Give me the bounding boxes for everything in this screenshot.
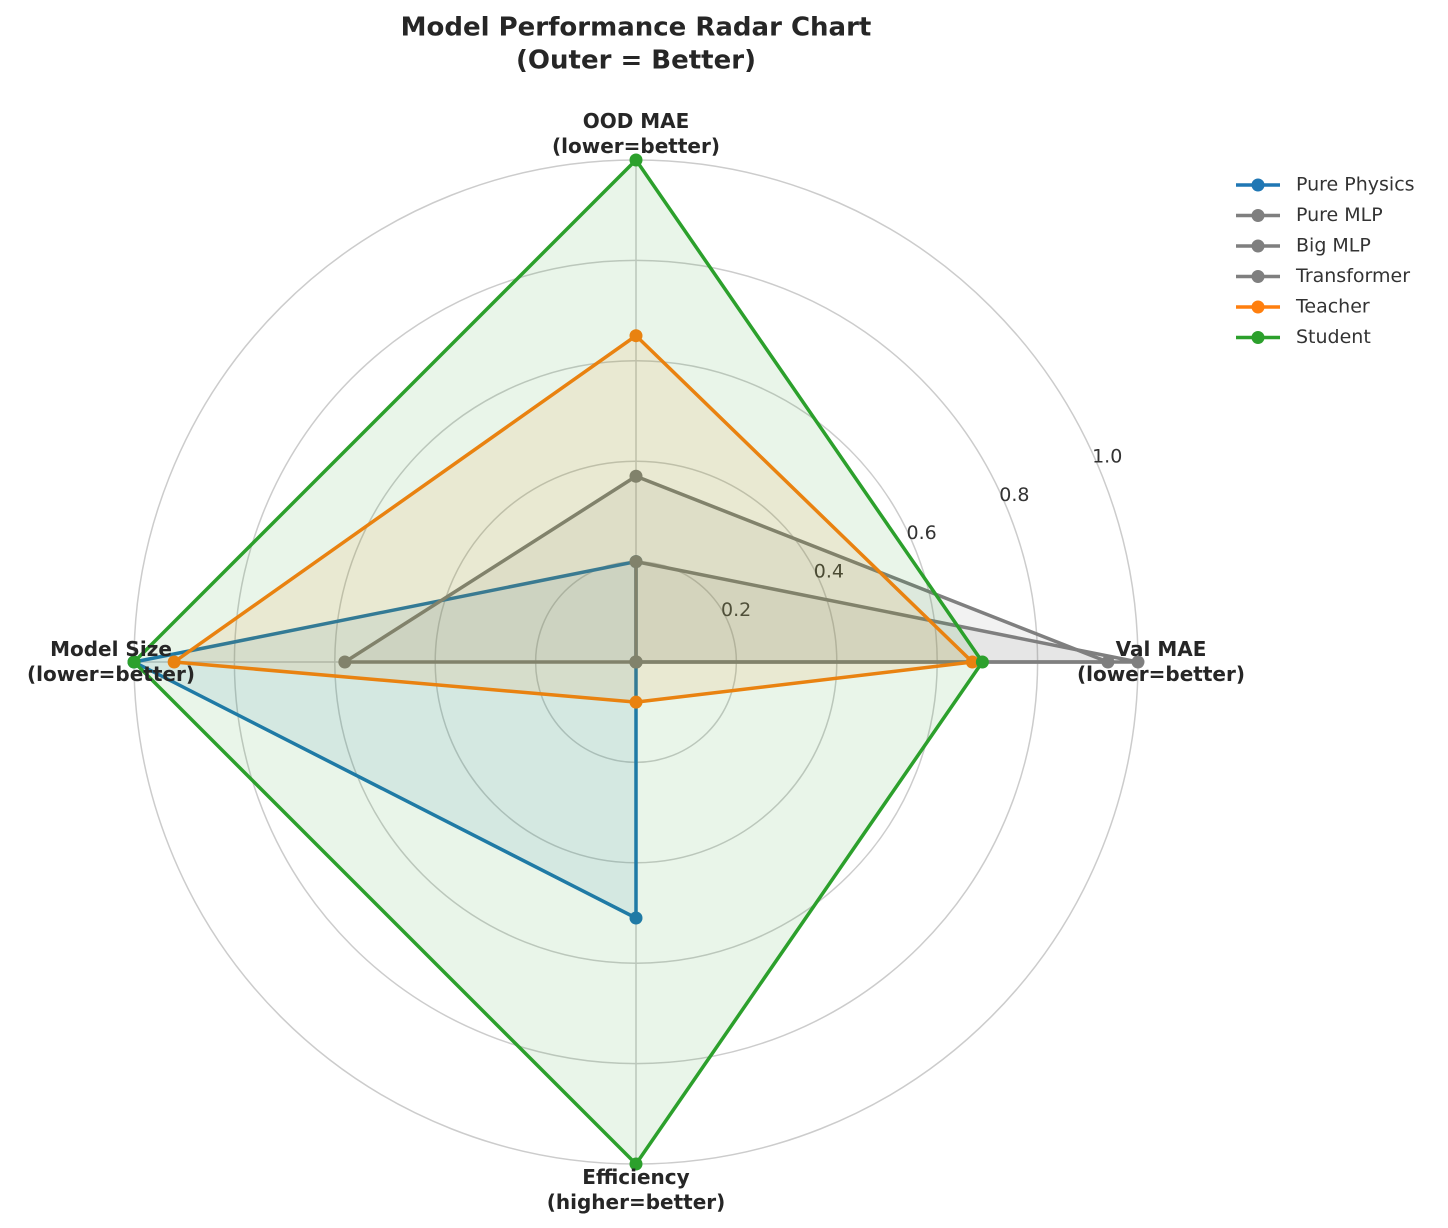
series-area bbox=[132, 158, 985, 1166]
point bbox=[629, 1157, 643, 1171]
point bbox=[975, 655, 989, 669]
point bbox=[965, 655, 979, 669]
legend-marker bbox=[1251, 270, 1265, 283]
chart-title: Model Performance Radar Chart (Outer = B… bbox=[400, 12, 872, 76]
series bbox=[629, 655, 643, 669]
legend-marker bbox=[1251, 178, 1265, 192]
legend-label: Student bbox=[1296, 326, 1371, 348]
point bbox=[629, 153, 643, 167]
r-tick-label: 1.0 bbox=[1092, 445, 1122, 467]
legend-marker bbox=[1251, 331, 1265, 344]
series bbox=[127, 153, 989, 1171]
series bbox=[167, 329, 979, 709]
point bbox=[338, 655, 352, 669]
point bbox=[629, 695, 643, 709]
point bbox=[629, 329, 643, 343]
axis-label: Model Size (lower=better) bbox=[27, 637, 195, 686]
legend-label: Transformer bbox=[1295, 265, 1410, 287]
point bbox=[1101, 655, 1115, 669]
r-tick-label: 0.2 bbox=[721, 599, 751, 621]
axis-label: Efficiency (higher=better) bbox=[546, 1165, 726, 1214]
legend-marker bbox=[1251, 300, 1265, 314]
legend-marker bbox=[1251, 209, 1265, 222]
axis-label: OOD MAE (lower=better) bbox=[552, 109, 720, 158]
point bbox=[629, 655, 643, 669]
point bbox=[629, 555, 643, 569]
axis-label: Val MAE (lower=better) bbox=[1077, 637, 1245, 686]
r-tick-label: 0.6 bbox=[907, 522, 937, 544]
r-tick-label: 0.4 bbox=[814, 561, 844, 583]
series bbox=[338, 469, 1115, 669]
legend-marker bbox=[1251, 239, 1265, 253]
point bbox=[1131, 655, 1145, 669]
r-tick-label: 0.8 bbox=[999, 484, 1029, 506]
point bbox=[629, 469, 643, 483]
legend-label: Big MLP bbox=[1296, 235, 1371, 257]
point bbox=[167, 655, 181, 669]
legend-label: Teacher bbox=[1295, 296, 1370, 318]
legend-label: Pure MLP bbox=[1296, 204, 1383, 226]
point bbox=[629, 911, 643, 925]
legend-label: Pure Physics bbox=[1296, 174, 1415, 196]
point bbox=[127, 655, 141, 669]
